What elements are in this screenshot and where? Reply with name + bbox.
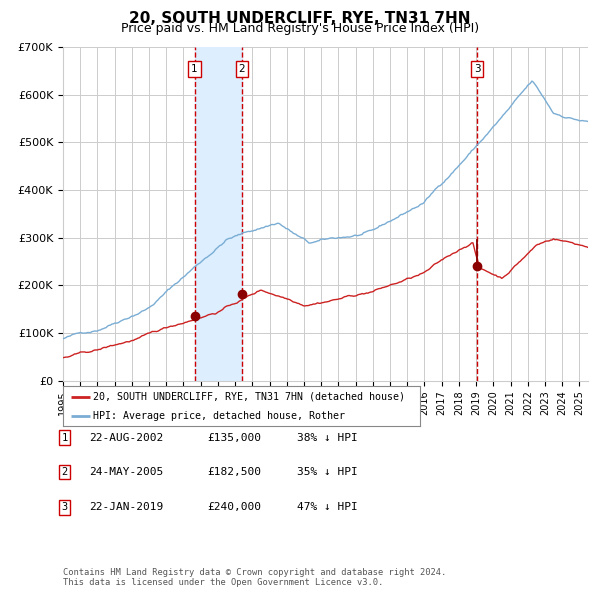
Text: 35% ↓ HPI: 35% ↓ HPI [297, 467, 358, 477]
Bar [194, 47, 242, 381]
Text: 22-JAN-2019: 22-JAN-2019 [89, 503, 163, 512]
Text: 22-AUG-2002: 22-AUG-2002 [89, 433, 163, 442]
Text: 38% ↓ HPI: 38% ↓ HPI [297, 433, 358, 442]
Text: 20, SOUTH UNDERCLIFF, RYE, TN31 7HN: 20, SOUTH UNDERCLIFF, RYE, TN31 7HN [129, 11, 471, 25]
Text: £182,500: £182,500 [207, 467, 261, 477]
Text: 3: 3 [62, 503, 68, 512]
Text: HPI: Average price, detached house, Rother: HPI: Average price, detached house, Roth… [94, 411, 346, 421]
Text: 2: 2 [62, 467, 68, 477]
Text: £240,000: £240,000 [207, 503, 261, 512]
Text: Price paid vs. HM Land Registry's House Price Index (HPI): Price paid vs. HM Land Registry's House … [121, 22, 479, 35]
Text: 20, SOUTH UNDERCLIFF, RYE, TN31 7HN (detached house): 20, SOUTH UNDERCLIFF, RYE, TN31 7HN (det… [94, 392, 406, 402]
Text: 3: 3 [474, 64, 481, 74]
Text: 47% ↓ HPI: 47% ↓ HPI [297, 503, 358, 512]
Text: 1: 1 [191, 64, 198, 74]
Text: £135,000: £135,000 [207, 433, 261, 442]
Text: 2: 2 [239, 64, 245, 74]
Text: Contains HM Land Registry data © Crown copyright and database right 2024.
This d: Contains HM Land Registry data © Crown c… [63, 568, 446, 587]
Text: 24-MAY-2005: 24-MAY-2005 [89, 467, 163, 477]
Text: 1: 1 [62, 433, 68, 442]
